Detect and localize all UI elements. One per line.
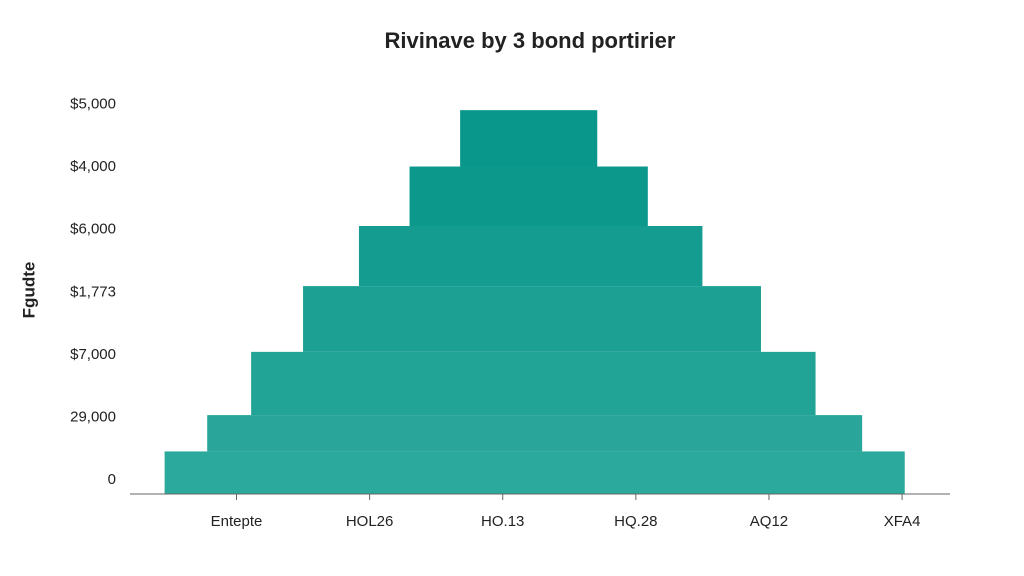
x-tick-label: HQ.28 [614,513,657,530]
pyramid-level [207,415,863,452]
pyramid-level [358,226,703,287]
pyramid-level [251,351,816,416]
y-tick-label: 29,000 [70,409,116,426]
y-tick-label: $4,000 [70,158,116,175]
x-tick-label: AQ12 [750,513,788,530]
pyramid-level [409,166,648,226]
pyramid-level [164,451,905,494]
y-tick-label: $7,000 [70,346,116,363]
x-tick-label: HOL26 [346,513,394,530]
chart-title: Rivinave by 3 bond portirier [385,28,676,53]
x-tick-label: XFA4 [884,513,921,530]
pyramid-level [303,286,761,352]
y-tick-label: $5,000 [70,95,116,112]
x-tick-label: Entepte [211,513,263,530]
y-tick-label: $1,773 [70,283,116,300]
y-tick-label: $6,000 [70,221,116,238]
x-tick-label: HO.13 [481,513,524,530]
y-tick-label: 0 [108,471,116,488]
pyramid-level [460,110,598,167]
y-axis-label: Fgudte [19,262,38,319]
